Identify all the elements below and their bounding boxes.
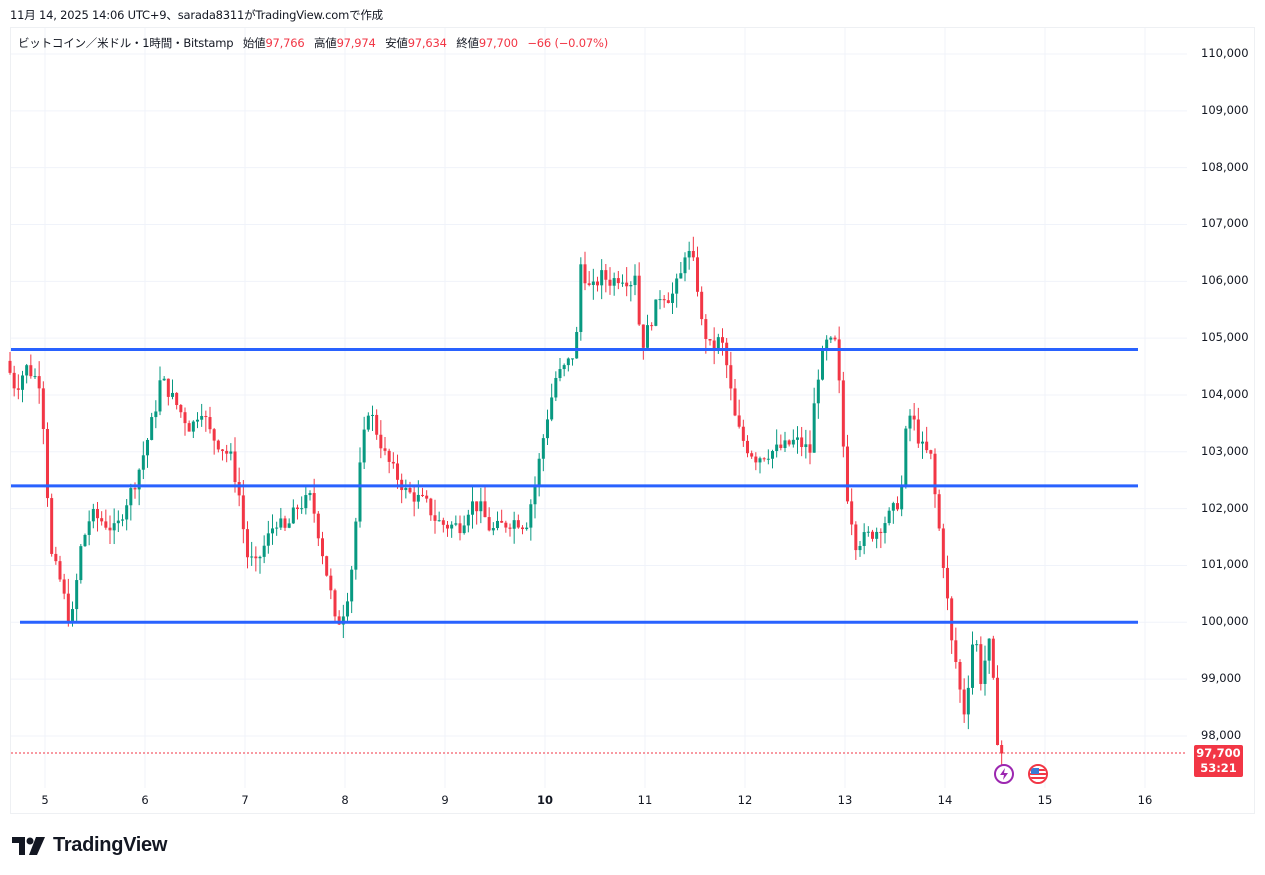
us-flag-event-icon[interactable] <box>1028 764 1048 784</box>
time-tick: 12 <box>737 793 753 807</box>
time-tick: 14 <box>937 793 953 807</box>
last-price: 97,700 <box>1196 746 1241 760</box>
price-tick: 100,000 <box>1201 614 1249 629</box>
last-price-badge: 97,700 53:21 <box>1194 745 1243 777</box>
lightning-event-icon[interactable] <box>994 764 1014 784</box>
price-tick: 101,000 <box>1201 557 1249 572</box>
symbol-name: ビットコイン／米ドル・1時間・Bitstamp <box>18 36 234 50</box>
price-tick: 99,000 <box>1201 671 1242 686</box>
chart-frame <box>10 27 1255 814</box>
grid-lines <box>11 28 1187 788</box>
time-tick: 13 <box>837 793 853 807</box>
time-tick: 6 <box>141 793 149 807</box>
price-tick: 110,000 <box>1201 46 1249 60</box>
price-tick: 109,000 <box>1201 102 1249 117</box>
time-tick: 11 <box>637 793 653 807</box>
candles <box>8 236 1004 769</box>
logo-text: TradingView <box>53 834 168 856</box>
close-value: 97,700 <box>478 36 518 50</box>
price-tick: 104,000 <box>1201 386 1249 401</box>
horizontal-lines[interactable] <box>11 348 1138 624</box>
tradingview-logo[interactable]: TradingView <box>12 834 167 857</box>
tradingview-logo-icon <box>12 836 45 855</box>
time-tick: 10 <box>536 793 554 807</box>
low-value: 97,634 <box>407 36 447 50</box>
open-value: 97,766 <box>265 36 305 50</box>
price-tick: 105,000 <box>1201 330 1249 345</box>
time-tick: 16 <box>1137 793 1153 807</box>
price-tick: 103,000 <box>1201 443 1249 458</box>
change-value: −66 (−0.07%) <box>527 36 608 50</box>
time-tick: 15 <box>1037 793 1053 807</box>
time-tick: 5 <box>41 793 49 807</box>
high-value: 97,974 <box>336 36 376 50</box>
price-tick: 108,000 <box>1201 159 1249 174</box>
chart-caption: 11月 14, 2025 14:06 UTC+9、sarada8311がTrad… <box>10 8 383 22</box>
price-tick: 102,000 <box>1201 500 1249 515</box>
time-tick: 7 <box>241 793 249 807</box>
price-tick: 107,000 <box>1201 216 1249 231</box>
price-tick: 106,000 <box>1201 273 1249 288</box>
bar-countdown: 53:21 <box>1200 761 1237 775</box>
symbol-legend: ビットコイン／米ドル・1時間・Bitstamp 始値97,766 高値97,97… <box>18 36 608 50</box>
price-tick: 98,000 <box>1201 727 1242 742</box>
time-tick: 8 <box>341 793 349 807</box>
time-tick: 9 <box>441 793 449 807</box>
